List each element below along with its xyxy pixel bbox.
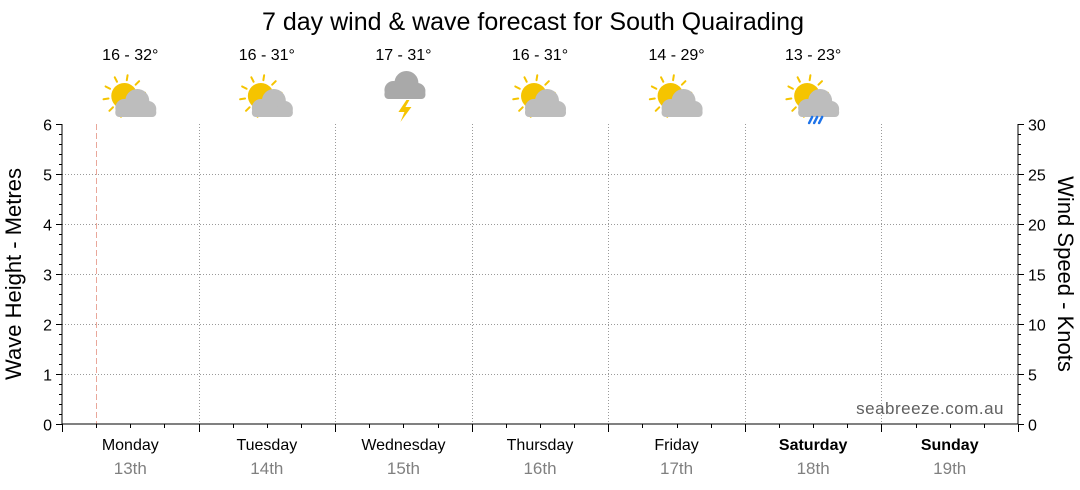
left-tick-label: 5 [43, 168, 52, 185]
day-date: 17th [660, 459, 693, 478]
day-name-wednesday: Wednesday [361, 437, 445, 454]
right-axis-ticks: 0 5 10 15 20 25 30 [1018, 118, 1046, 435]
horizontal-gridlines [62, 174, 1018, 375]
day-date: 18th [797, 459, 830, 478]
sun-cloud-icon [648, 74, 703, 118]
left-tick-label: 3 [43, 268, 52, 285]
right-tick-label: 5 [1028, 368, 1037, 385]
day-labels: Monday 13th Tuesday 14th Wednesday 15th Thursd… [102, 437, 979, 478]
day-temperatures: 16 - 32° 16 - 31° 17 - 31° 16 - 31° 14 - 29°… [102, 47, 841, 64]
day-temperature-range: 14 - 29° [648, 47, 704, 64]
right-tick-label: 15 [1028, 268, 1046, 285]
day-temperature-range: 16 - 32° [102, 47, 158, 64]
day-date: 16th [523, 459, 556, 478]
left-tick-label: 2 [43, 318, 52, 335]
sun-cloud-icon [239, 74, 293, 118]
day-temperature-range: 13 - 23° [785, 47, 841, 64]
day-name-thursday: Thursday [507, 437, 574, 454]
sun-cloud-rain-icon [785, 74, 840, 125]
right-tick-label: 25 [1028, 168, 1046, 185]
weather-icons [102, 71, 840, 125]
day-date: 13th [114, 459, 147, 478]
chart-title: 7 day wind & wave forecast for South Qua… [262, 8, 804, 36]
day-date: 19th [933, 459, 966, 478]
right-tick-label: 10 [1028, 318, 1046, 335]
day-name-tuesday: Tuesday [236, 437, 297, 454]
left-axis-ticks: 0 1 2 3 4 5 6 [43, 118, 62, 435]
left-tick-label: 6 [43, 118, 52, 135]
right-tick-label: 30 [1028, 118, 1046, 135]
day-date: 15th [387, 459, 420, 478]
day-name-sunday: Sunday [921, 437, 979, 454]
left-tick-label: 1 [43, 368, 52, 385]
sun-cloud-icon [102, 74, 157, 118]
sun-cloud-icon [512, 74, 566, 118]
x-axis-ticks [62, 424, 1019, 432]
day-temperature-range: 16 - 31° [239, 47, 295, 64]
day-name-saturday: Saturday [779, 437, 848, 454]
day-name-monday: Monday [102, 437, 159, 454]
storm-icon [384, 71, 426, 122]
y-axis-label-right: Wind Speed - Knots [1053, 176, 1078, 372]
y-axis-label-left: Wave Height - Metres [1, 168, 26, 380]
left-tick-label: 0 [43, 418, 52, 435]
watermark: seabreeze.com.au [856, 399, 1004, 418]
day-date: 14th [250, 459, 283, 478]
day-name-friday: Friday [654, 437, 698, 454]
right-tick-label: 20 [1028, 218, 1046, 235]
day-temperature-range: 16 - 31° [512, 47, 568, 64]
left-tick-label: 4 [43, 218, 52, 235]
day-temperature-range: 17 - 31° [375, 47, 431, 64]
right-tick-label: 0 [1028, 418, 1037, 435]
